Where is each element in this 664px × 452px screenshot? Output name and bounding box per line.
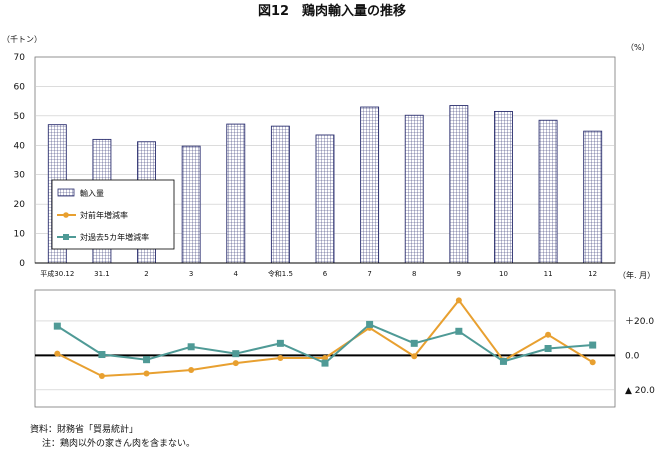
top-ytick-label: 50 [14,112,26,122]
point-5yr [232,350,240,358]
bar-imports [404,114,424,264]
bar-imports [315,134,335,264]
top-ytick-label: 70 [14,53,26,63]
legend-swatch-bar [57,188,75,197]
point-5yr [366,320,374,328]
footnote: 注：鶏肉以外の家きん肉を含まない。 [42,437,195,449]
bar-imports [181,145,201,264]
x-tick-label: 9 [457,270,461,278]
point-5yr [410,339,418,347]
bar-imports [449,105,469,264]
bottom-ytick-label: ▲ 20.0 [625,386,655,396]
bar-imports [226,123,246,264]
chart-title: 図12 鶏肉輸入量の推移 [258,3,406,19]
source-note: 資料：財務省「貿易統計」 [30,423,138,435]
point-yoy [455,297,462,304]
x-tick-label: 31.1 [94,270,110,278]
bar-imports [583,130,603,264]
point-yoy [98,373,105,380]
point-5yr [53,322,61,330]
point-5yr [589,341,597,349]
bar-imports [494,110,513,264]
legend-label-5yr: 対過去5カ年増減率 [80,232,149,242]
top-ytick-label: 0 [19,259,25,269]
bottom-ytick-label: ＋20.0 [625,316,654,327]
point-5yr [98,351,106,359]
point-yoy [143,370,150,377]
legend-label-yoy: 対前年増減率 [80,210,128,220]
bottom-plot-frame [34,289,616,408]
x-tick-label: 4 [234,270,239,278]
legend-swatch-5yr-marker [63,234,69,240]
point-5yr [187,343,195,351]
top-ytick-label: 10 [14,230,26,240]
x-axis-label: （年. 月） [618,270,655,280]
bottom-ytick-label: 0.0 [625,351,640,361]
top-y-unit-label: （千トン） [2,34,42,44]
point-yoy [322,354,328,361]
bar-imports [270,125,290,264]
point-5yr [455,327,463,335]
point-yoy [54,350,61,357]
x-tick-label: 7 [367,270,371,278]
point-yoy [277,354,284,361]
legend: 輸入量 対前年増減率 対過去5カ年増減率 [51,179,175,250]
x-tick-label: 3 [189,270,193,278]
bottom-y-unit-label: （%） [626,43,650,52]
point-5yr [321,359,329,367]
x-tick-label: 8 [412,270,416,278]
bar-imports [538,119,558,264]
x-tick-label: 6 [323,270,328,278]
x-tick-label: 11 [544,270,553,278]
top-ytick-label: 30 [14,171,26,181]
point-5yr [544,345,552,352]
x-tick-label: 10 [499,270,508,278]
x-tick-label: 12 [588,270,597,278]
point-yoy [545,331,552,338]
legend-swatch-yoy-marker [63,212,69,218]
point-yoy [589,359,596,366]
top-ytick-label: 60 [14,82,26,92]
legend-label-imports: 輸入量 [80,188,104,198]
x-tick-label: 平成30.12 [40,269,74,278]
point-yoy [232,360,239,367]
x-tick-label: 2 [144,270,148,278]
bar-imports [360,106,380,264]
point-yoy [188,367,195,374]
top-ytick-label: 20 [14,200,26,210]
x-tick-label: 令和1.5 [268,269,293,278]
point-5yr [143,356,151,364]
point-yoy [411,353,418,360]
top-ytick-label: 40 [14,141,26,151]
point-5yr [276,339,284,347]
point-5yr [499,357,507,365]
